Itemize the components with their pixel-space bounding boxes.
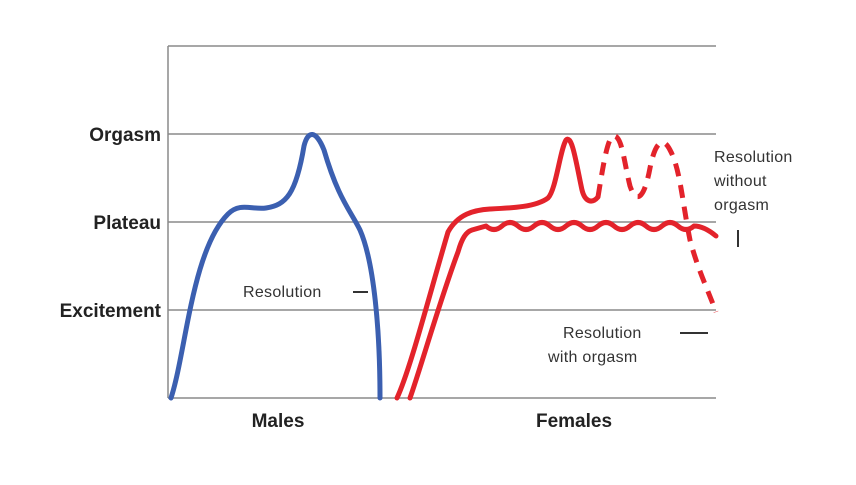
female-inner-curve	[407, 220, 719, 401]
level-label-orgasm: Orgasm	[89, 125, 161, 146]
resolution-without-orgasm-line2: without	[713, 173, 767, 190]
female-outer-curve	[394, 136, 601, 401]
group-label-males: Males	[252, 411, 305, 432]
male-response-curve	[168, 132, 383, 401]
level-label-excitement: Excitement	[60, 301, 162, 322]
level-label-plateau: Plateau	[93, 213, 161, 234]
resolution-without-orgasm-line3: orgasm	[714, 197, 769, 214]
female-multiple-orgasm-dashed-curve	[595, 133, 719, 313]
resolution-without-orgasm-line1: Resolution	[714, 149, 793, 166]
resolution-with-orgasm-line1: Resolution	[563, 325, 642, 342]
resolution-with-orgasm-line2: with orgasm	[547, 349, 638, 366]
group-label-females: Females	[536, 411, 612, 432]
male-resolution-label: Resolution	[243, 284, 322, 301]
